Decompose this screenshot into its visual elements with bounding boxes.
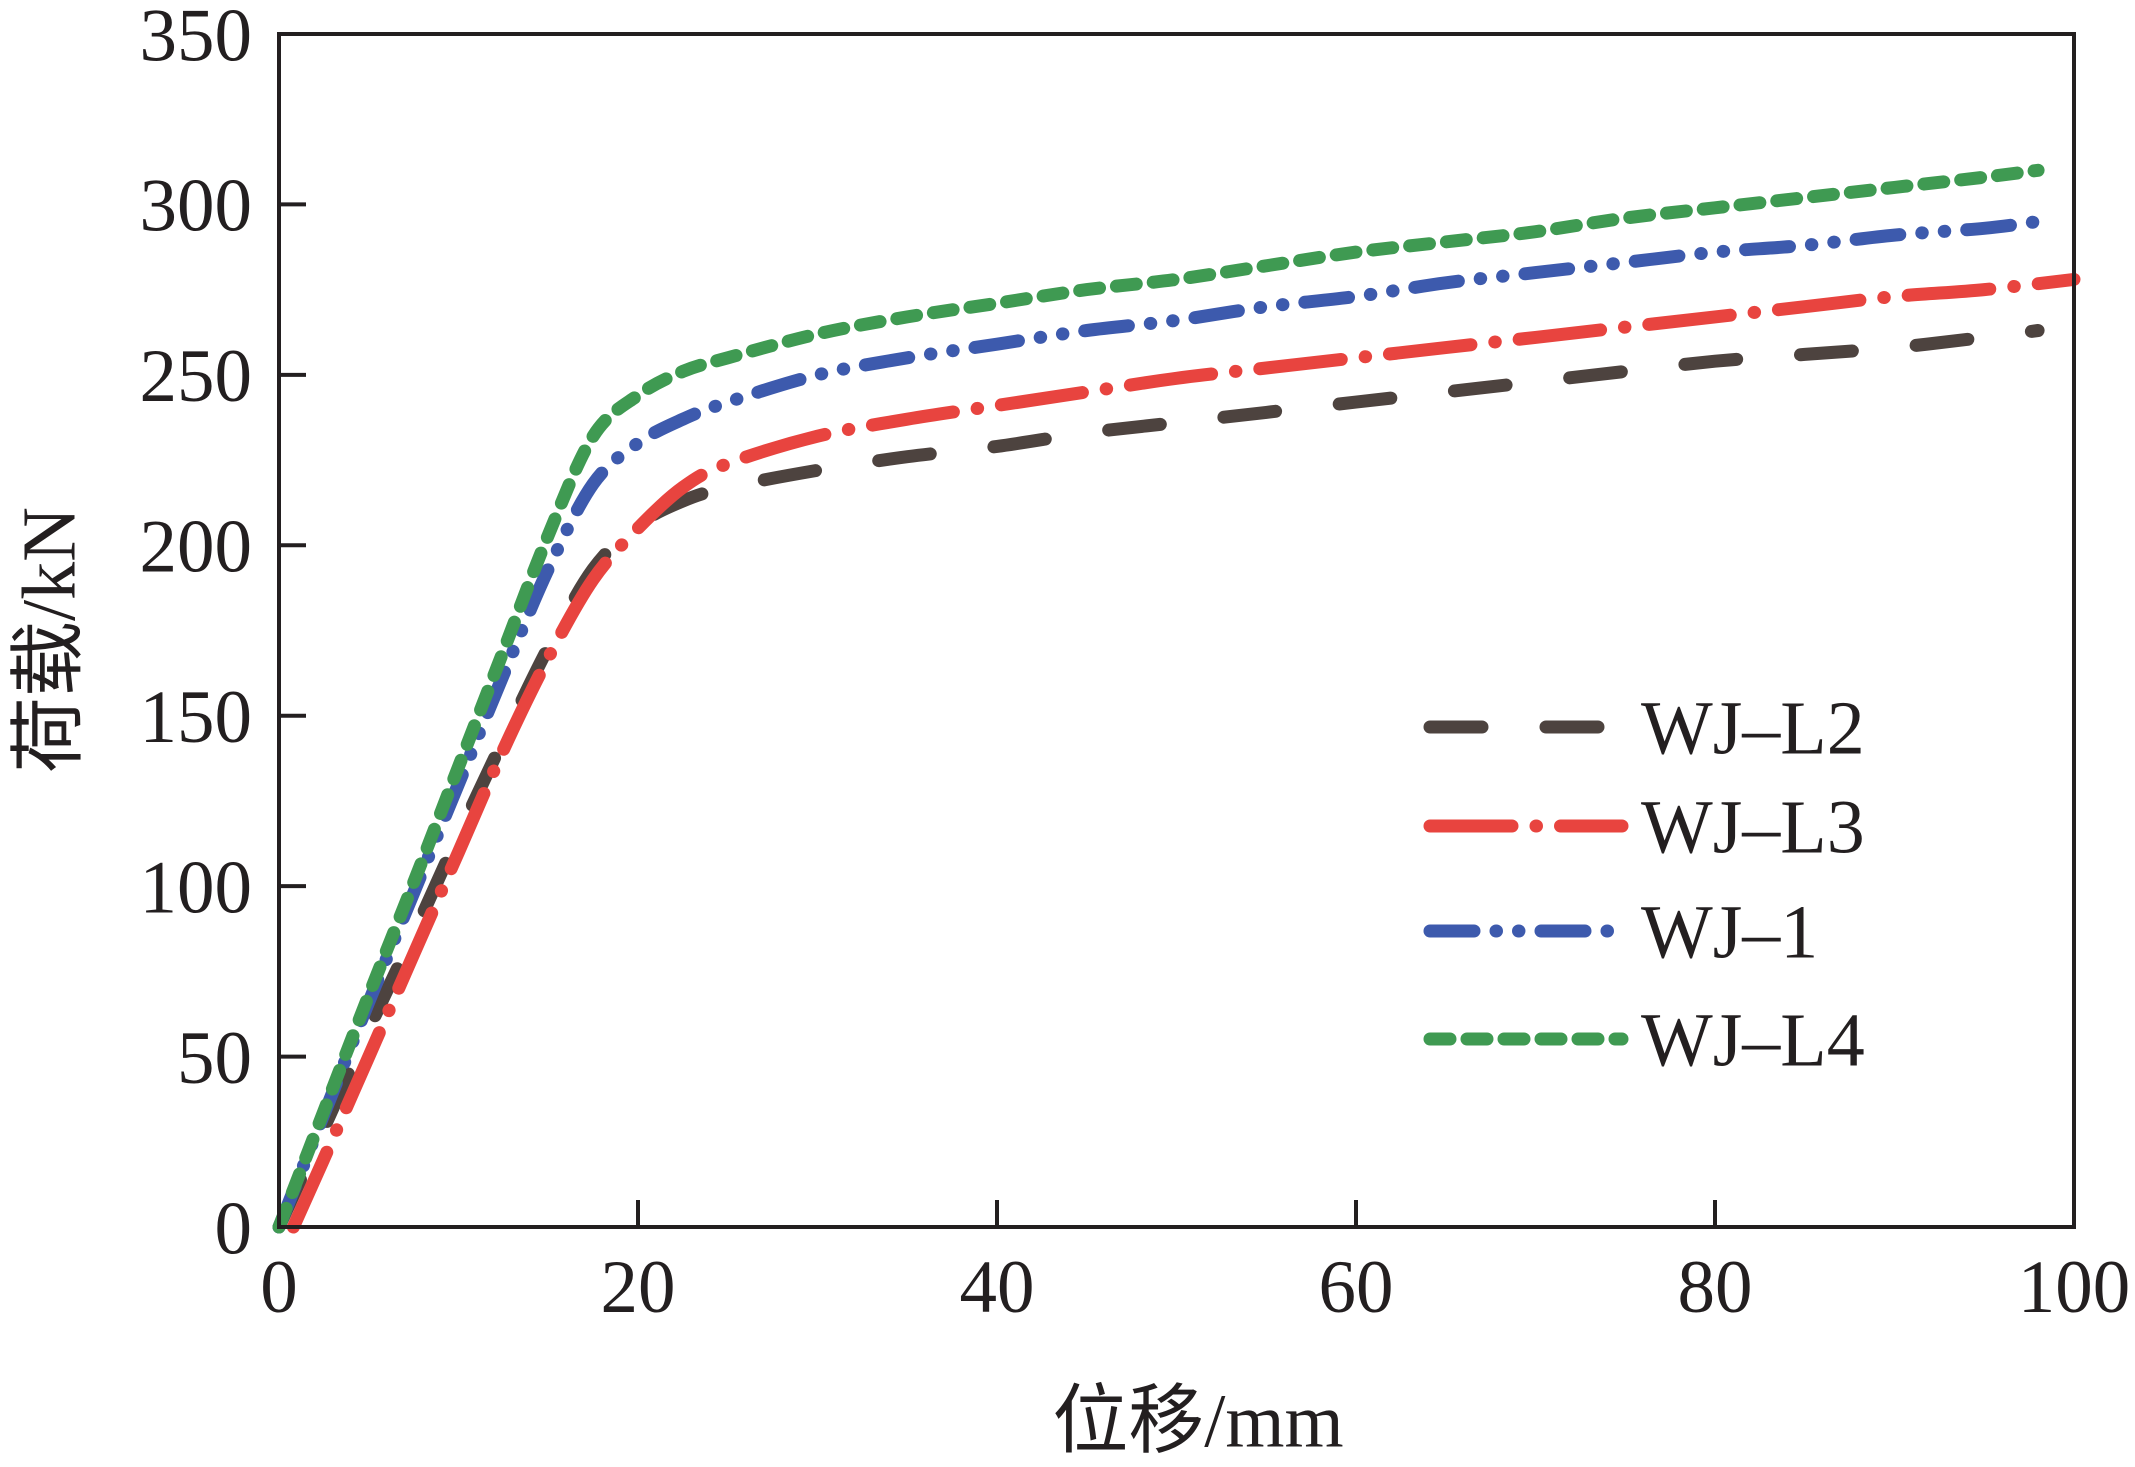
series-layer bbox=[272, 163, 2081, 1234]
y-tick-label: 250 bbox=[140, 335, 253, 418]
y-tick-label: 200 bbox=[140, 506, 253, 589]
y-axis-label: 荷载/kN bbox=[8, 507, 92, 773]
x-tick-label: 20 bbox=[601, 1246, 676, 1329]
series-line-wj-l4 bbox=[272, 163, 2045, 1234]
series-line-wj-l3 bbox=[286, 272, 2081, 1234]
legend-item-wj-l2: WJ–L2 bbox=[1423, 687, 1865, 771]
legend-label-wj-l3: WJ–L3 bbox=[1641, 786, 1865, 870]
x-tick-label: 40 bbox=[960, 1246, 1035, 1329]
x-tick-label: 100 bbox=[2018, 1246, 2131, 1329]
legend-label-wj-l2: WJ–L2 bbox=[1641, 687, 1865, 771]
y-tick-label: 150 bbox=[140, 676, 253, 759]
x-axis-label: 位移/mm bbox=[1052, 1380, 1343, 1464]
y-tick-label: 100 bbox=[140, 846, 253, 929]
legend-item-wj-1: WJ–1 bbox=[1423, 891, 1818, 975]
y-tick-label: 350 bbox=[140, 0, 253, 77]
y-tick-label: 50 bbox=[177, 1017, 252, 1100]
legend: WJ–L2 WJ–L3 WJ–1 WJ–L4 bbox=[1423, 687, 1865, 1083]
x-tick-label: 0 bbox=[260, 1246, 298, 1329]
legend-label-wj-l4: WJ–L4 bbox=[1641, 999, 1865, 1083]
series-line-wj-l2 bbox=[272, 324, 2045, 1234]
legend-item-wj-l4: WJ–L4 bbox=[1423, 999, 1865, 1083]
plot-frame bbox=[277, 32, 2076, 1229]
x-tick-label: 80 bbox=[1678, 1246, 1753, 1329]
x-tick-label: 60 bbox=[1319, 1246, 1394, 1329]
legend-label-wj-1: WJ–1 bbox=[1641, 891, 1818, 975]
y-tick-label: 300 bbox=[140, 165, 253, 248]
y-tick-label: 0 bbox=[215, 1187, 253, 1270]
x-axis-ticks: 0 20 40 60 80 100 bbox=[260, 1200, 2130, 1329]
y-axis-ticks: 0 50 100 150 200 250 300 350 bbox=[140, 0, 306, 1270]
legend-item-wj-l3: WJ–L3 bbox=[1423, 786, 1865, 870]
